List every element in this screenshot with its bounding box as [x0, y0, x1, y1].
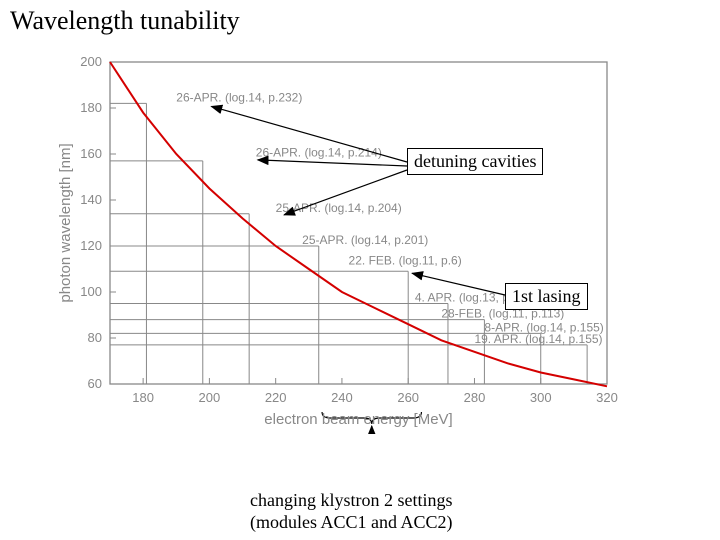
tunability-chart: 180 200 220 240 260 280 300 320 60 80 100 120 140 160…: [56, 54, 627, 434]
svg-text:120: 120: [80, 238, 102, 253]
svg-text:26-APR. (log.14, p.214): 26-APR. (log.14, p.214): [256, 146, 382, 160]
svg-text:320: 320: [596, 390, 618, 405]
klystron-annotation-line2: (modules ACC1 and ACC2): [250, 512, 453, 532]
svg-text:25-APR. (log.14, p.204): 25-APR. (log.14, p.204): [276, 201, 402, 215]
svg-text:100: 100: [80, 284, 102, 299]
svg-text:260: 260: [397, 390, 419, 405]
svg-text:240: 240: [331, 390, 353, 405]
detuning-cavities-callout: detuning cavities: [407, 148, 543, 175]
svg-text:26-APR. (log.14, p.232): 26-APR. (log.14, p.232): [176, 90, 302, 104]
svg-text:300: 300: [530, 390, 552, 405]
svg-text:200: 200: [80, 54, 102, 69]
svg-text:25-APR. (log.14, p.201): 25-APR. (log.14, p.201): [302, 233, 428, 247]
klystron-annotation: changing klystron 2 settings (modules AC…: [250, 490, 453, 533]
svg-text:160: 160: [80, 146, 102, 161]
first-lasing-callout: 1st lasing: [505, 283, 588, 310]
svg-text:80: 80: [88, 330, 102, 345]
klystron-annotation-line1: changing klystron 2 settings: [250, 490, 452, 510]
svg-text:19. APR. (log.14, p.155): 19. APR. (log.14, p.155): [474, 332, 602, 346]
svg-text:280: 280: [464, 390, 486, 405]
svg-text:180: 180: [80, 100, 102, 115]
svg-text:220: 220: [265, 390, 287, 405]
page-title: Wavelength tunability: [10, 6, 240, 36]
svg-text:140: 140: [80, 192, 102, 207]
svg-text:200: 200: [199, 390, 221, 405]
svg-text:60: 60: [88, 376, 102, 391]
svg-text:photon wavelength [nm]: photon wavelength [nm]: [57, 143, 74, 302]
svg-text:180: 180: [132, 390, 154, 405]
page: Wavelength tunability 180 200 220 240 260 280…: [0, 0, 720, 540]
svg-text:22. FEB. (log.11, p.6): 22. FEB. (log.11, p.6): [349, 254, 462, 268]
svg-text:electron beam energy [MeV]: electron beam energy [MeV]: [264, 411, 452, 428]
